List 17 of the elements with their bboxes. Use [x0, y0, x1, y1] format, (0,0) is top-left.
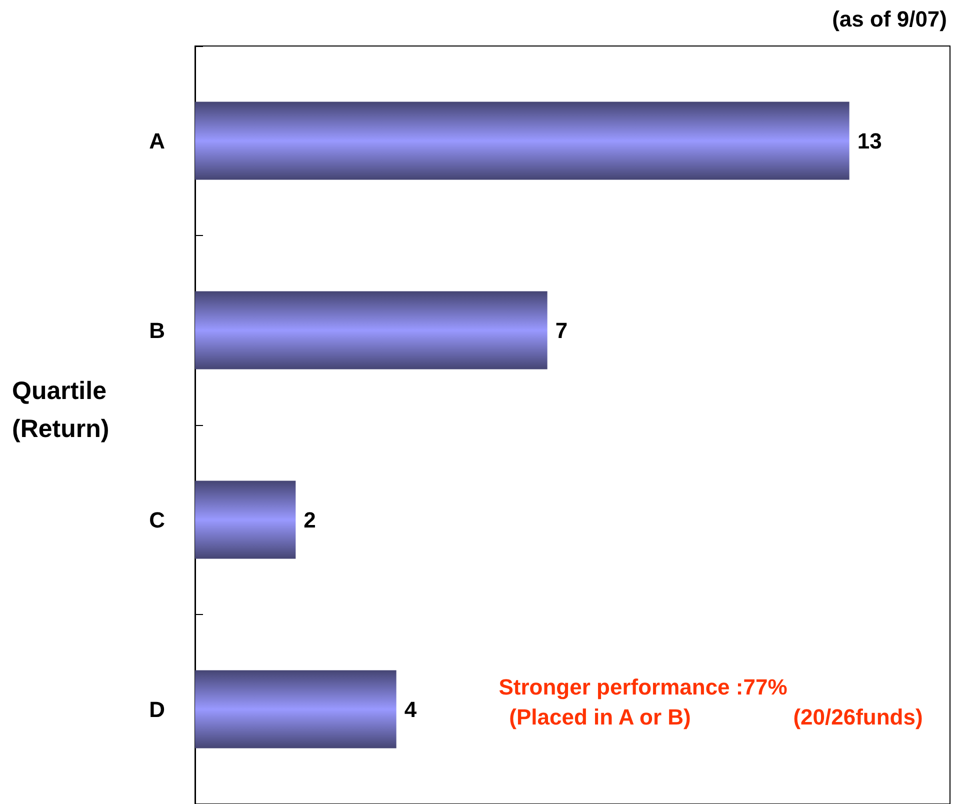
- bar: [195, 102, 850, 180]
- bar: [195, 670, 396, 748]
- y-axis-title: Quartile (Return): [12, 377, 110, 443]
- data-label: 2: [304, 507, 316, 532]
- data-label: 4: [404, 696, 418, 722]
- annotation: (20/26funds): [793, 704, 923, 730]
- y-tick-label: D: [149, 696, 165, 722]
- data-label: 7: [555, 318, 568, 343]
- annotation: (Placed in A or B): [509, 704, 691, 730]
- y-tick-label: A: [149, 128, 166, 154]
- bar: [195, 480, 296, 559]
- data-label: 13: [857, 128, 882, 154]
- y-tick-label: B: [149, 318, 165, 343]
- annotation: Stronger performance :77%: [498, 674, 788, 700]
- text: (as of 9/07): [832, 6, 947, 32]
- y-tick-label: C: [149, 507, 166, 532]
- bar: [195, 291, 548, 370]
